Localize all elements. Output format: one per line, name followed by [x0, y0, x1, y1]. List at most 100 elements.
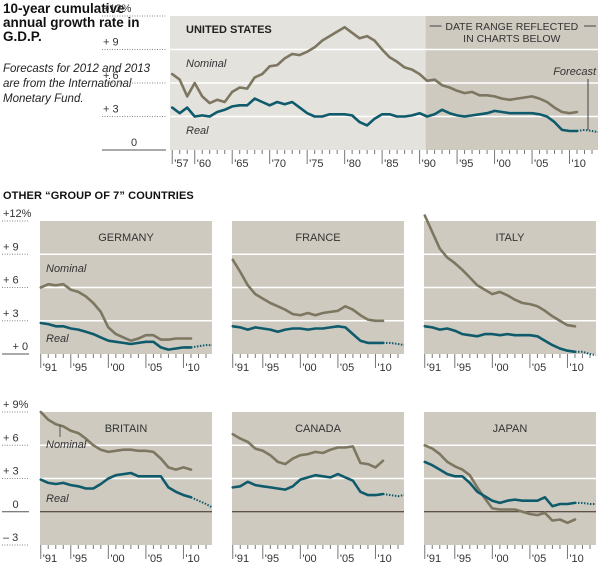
y-tick-label: 0	[13, 499, 19, 511]
nominal-label: Nominal	[46, 439, 87, 451]
chart-france: '91 '95 '00 '05 '10 FRANCE	[231, 221, 405, 374]
x-tick-label: '05	[340, 553, 354, 565]
x-tick-label: '91	[427, 362, 441, 374]
x-tick-label: '00	[110, 362, 124, 374]
nominal-label: Nominal	[46, 263, 87, 275]
real-label: Real	[46, 493, 69, 505]
nominal-label: Nominal	[186, 58, 227, 70]
x-tick-label: '90	[422, 158, 436, 170]
series-line-real	[170, 97, 579, 133]
x-tick-label: '75	[309, 158, 323, 170]
x-tick-label: '10	[185, 362, 199, 374]
series-line-real	[423, 460, 577, 508]
y-tick-label: + 3	[103, 104, 119, 116]
page-subtitle: Forecasts for 2012 and 2013 are from the…	[3, 63, 151, 105]
series-line-nominal	[39, 282, 193, 343]
y-tick-label: + 9%	[3, 399, 29, 411]
y-tick-label: + 6	[3, 275, 19, 287]
y-tick-label: +12%	[3, 208, 32, 220]
y-tick-label: + 9	[3, 241, 19, 253]
forecast-label: Forecast	[553, 66, 597, 78]
series-line-real-forecast	[383, 341, 405, 347]
x-tick-label: '00	[494, 362, 508, 374]
x-tick-label: '91	[235, 553, 249, 565]
x-tick-label: '91	[235, 362, 249, 374]
chart-title: UNITED STATES	[186, 24, 272, 36]
section-heading: OTHER “GROUP OF 7” COUNTRIES	[3, 190, 194, 202]
x-tick-label: '05	[532, 553, 546, 565]
series-line-real-forecast	[190, 344, 212, 349]
real-label: Real	[46, 333, 69, 345]
x-tick-label: '10	[377, 362, 391, 374]
series-line-real-forecast	[575, 350, 597, 357]
x-tick-label: '05	[148, 553, 162, 565]
chart-title: CANADA	[295, 423, 342, 435]
series-line-real	[231, 472, 385, 497]
chart-title: FRANCE	[295, 232, 340, 244]
series-line-nominal	[39, 410, 193, 471]
series-line-nominal	[170, 25, 579, 115]
x-tick-label: '60	[197, 158, 211, 170]
y-tick-label: + 6	[3, 432, 19, 444]
x-tick-label: '00	[302, 553, 316, 565]
series-line-nominal	[423, 443, 577, 525]
series-line-nominal	[231, 432, 385, 469]
x-tick-label: '05	[340, 362, 354, 374]
x-tick-label: '95	[457, 553, 471, 565]
y-tick-label: + 3	[3, 466, 19, 478]
series-line-real-forecast	[575, 501, 596, 505]
x-tick-label: '95	[457, 362, 471, 374]
x-tick-label: '57	[174, 158, 188, 170]
y-tick-label: 0	[131, 137, 137, 149]
x-tick-label: '91	[43, 553, 57, 565]
chart-title: GERMANY	[98, 232, 154, 244]
series-line-nominal	[231, 258, 385, 323]
series-line-real-forecast	[190, 496, 213, 509]
page-title: 10-year cumulative annual growth rate in…	[3, 1, 140, 44]
y-tick-label: + 6	[103, 70, 119, 82]
x-tick-label: '10	[572, 158, 586, 170]
series-line-real	[39, 321, 193, 351]
chart-title: JAPAN	[493, 423, 528, 435]
date-range-label: DATE RANGE REFLECTED	[445, 21, 578, 33]
real-label: Real	[186, 125, 209, 137]
x-tick-label: '95	[265, 553, 279, 565]
x-tick-label: '05	[532, 362, 546, 374]
series-line-nominal	[423, 214, 577, 328]
series-line-real-forecast	[382, 493, 405, 498]
chart-canada: '91 '95 '00 '05 '10 CANADA	[231, 412, 405, 565]
series-line-real	[231, 324, 385, 345]
x-tick-label: '91	[427, 553, 441, 565]
x-tick-label: '91	[43, 362, 57, 374]
x-tick-label: '10	[569, 553, 583, 565]
y-tick-label: + 0	[13, 341, 29, 353]
x-tick-label: '95	[265, 362, 279, 374]
chart-britain: – 3 0 + 3 + 6 + 9% '91 '95 '00 '05 '10 BRITAIN Nomi…	[2, 399, 213, 565]
x-tick-label: '00	[497, 158, 511, 170]
chart-germany: + 0 + 3 + 6 + 9 +12% '91 '95 '00 '05 '10 GERMANY No…	[2, 208, 212, 374]
series-line-real	[423, 324, 577, 354]
chart-united-states: 0 + 3 + 6 + 9 +12% '57 '60 '65 '70 '75 '80 '85 '90 '9…	[102, 3, 599, 170]
y-tick-label: – 3	[3, 532, 18, 544]
x-tick-label: '10	[569, 362, 583, 374]
x-tick-label: '05	[534, 158, 548, 170]
x-tick-label: '00	[494, 553, 508, 565]
date-range-label: IN CHARTS BELOW	[463, 33, 560, 45]
x-tick-label: '65	[234, 158, 248, 170]
chart-title: ITALY	[496, 232, 526, 244]
series-line-real-forecast	[576, 128, 599, 134]
x-tick-label: '10	[185, 553, 199, 565]
x-tick-label: '10	[377, 553, 391, 565]
x-tick-label: '00	[302, 362, 316, 374]
y-tick-label: +12%	[103, 3, 132, 15]
x-tick-label: '95	[73, 362, 87, 374]
x-tick-label: '95	[459, 158, 473, 170]
series-line-real	[39, 471, 193, 499]
x-tick-label: '05	[148, 362, 162, 374]
chart-italy: '91 '95 '00 '05 '10 ITALY	[423, 214, 597, 374]
x-tick-label: '95	[73, 553, 87, 565]
x-tick-label: '80	[347, 158, 361, 170]
chart-title: BRITAIN	[105, 423, 148, 435]
x-tick-label: '00	[110, 553, 124, 565]
